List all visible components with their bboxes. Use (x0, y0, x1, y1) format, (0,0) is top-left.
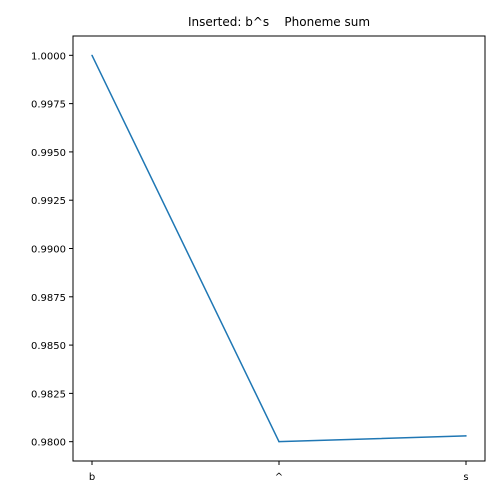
data-point (278, 440, 280, 443)
x-tick-label: s (463, 472, 468, 483)
x-tick-label: ^ (275, 472, 283, 483)
y-tick-label: 0.9825 (31, 389, 66, 400)
y-tick-label: 0.9850 (31, 341, 66, 352)
y-tick-label: 0.9975 (31, 100, 66, 111)
y-tick-label: 0.9900 (31, 245, 66, 256)
y-tick-label: 0.9950 (31, 148, 66, 159)
x-tick-label: b (89, 472, 95, 483)
y-tick-label: 0.9875 (31, 293, 66, 304)
y-tick-label: 0.9800 (31, 438, 66, 449)
y-tick-label: 0.9925 (31, 196, 66, 207)
data-point (91, 54, 93, 57)
y-tick-label: 1.0000 (31, 51, 66, 62)
data-point (465, 435, 467, 437)
chart-title: Inserted: b^s Phoneme sum (188, 15, 370, 29)
plot-area: 0.9800 0.9825 0.9850 0.9875 0.9900 0.9925 0.99… (31, 35, 486, 483)
